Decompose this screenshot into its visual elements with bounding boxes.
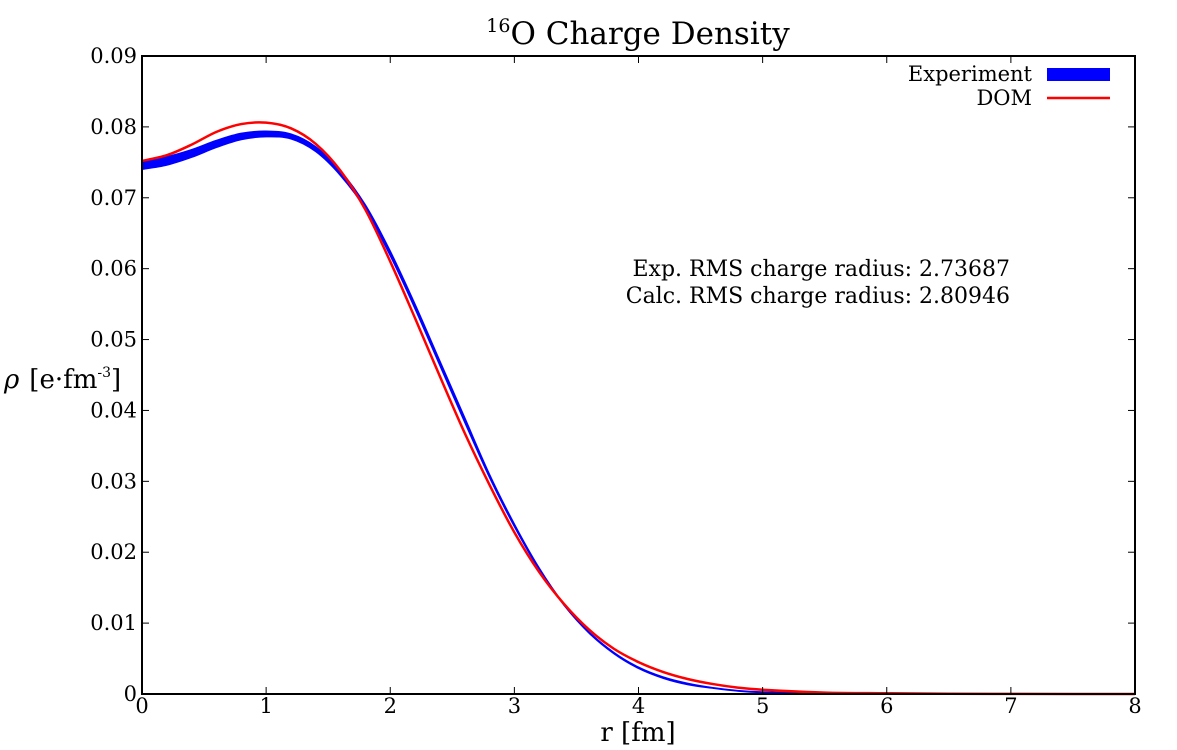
legend: Experiment DOM (908, 62, 1110, 110)
x-tick-label: 6 (880, 694, 893, 718)
y-tick-label: 0.07 (90, 186, 137, 210)
tick-layer: 0 1 2 3 4 5 6 7 8 0 0.01 0.02 0.03 0.04 0.05 0.06 0.07 0.… (90, 44, 1141, 718)
series-line-dom (141, 121, 1136, 696)
y-axis-label-suffix: ] (111, 365, 121, 395)
y-tick-label: 0.03 (90, 469, 137, 493)
x-tick-label: 1 (259, 694, 272, 718)
chart-title-text: O Charge Density (510, 16, 790, 52)
plot-layer (141, 121, 1136, 696)
y-tick-label: 0.08 (90, 115, 137, 139)
plot-frame (141, 55, 1136, 695)
x-tick-label: 4 (632, 694, 645, 718)
y-tick-label: 0 (124, 682, 137, 706)
y-axis-label-text: [e·fm (29, 365, 97, 395)
x-tick-label: 3 (508, 694, 521, 718)
y-axis-label: ρ [e·fm-3] (3, 365, 121, 395)
y-tick-label: 0.05 (90, 328, 137, 352)
x-axis-label: r [fm] (600, 718, 675, 748)
chart-title: 16O Charge Density (486, 15, 790, 52)
x-tick-label: 2 (384, 694, 397, 718)
legend-label-experiment: Experiment (908, 62, 1033, 86)
y-tick-label: 0.09 (90, 44, 137, 68)
y-tick-label: 0.01 (90, 611, 137, 635)
x-tick-label: 5 (756, 694, 769, 718)
y-tick-label: 0.04 (90, 398, 137, 422)
chart-title-superscript: 16 (486, 15, 510, 37)
calc-rms-annotation: Calc. RMS charge radius: 2.80946 (626, 284, 1010, 309)
x-tick-label: 7 (1004, 694, 1017, 718)
legend-swatch-experiment (1047, 68, 1110, 81)
series-band-experiment (141, 130, 1136, 695)
exp-rms-annotation: Exp. RMS charge radius: 2.73687 (632, 257, 1010, 282)
y-axis-label-symbol: ρ (3, 365, 20, 395)
y-tick-label: 0.06 (90, 257, 137, 281)
x-tick-label: 8 (1128, 694, 1141, 718)
legend-label-dom: DOM (976, 86, 1032, 110)
y-axis-label-superscript: -3 (97, 365, 111, 381)
x-tick-label: 0 (135, 694, 148, 718)
y-tick-label: 0.02 (90, 540, 137, 564)
